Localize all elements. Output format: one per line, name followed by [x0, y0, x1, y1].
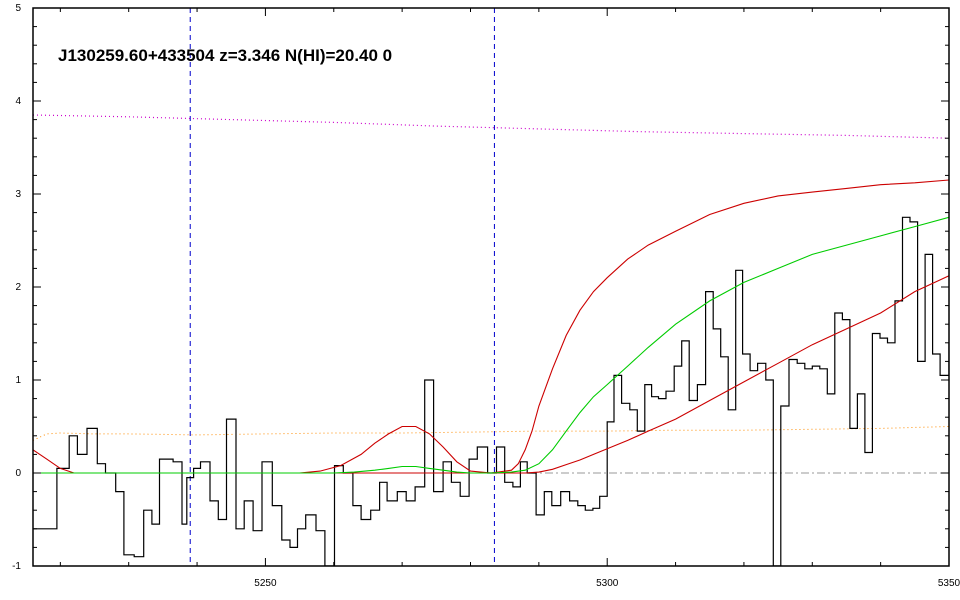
y-tick-label: 4	[15, 96, 21, 107]
y-tick-label: 3	[15, 189, 21, 200]
error-line	[33, 426, 949, 441]
flux-histogram	[33, 216, 949, 566]
continuum-line	[33, 114, 949, 139]
x-tick-label: 5250	[254, 578, 277, 589]
x-tick-label: 5300	[596, 578, 619, 589]
chart-title: J130259.60+433504 z=3.346 N(HI)=20.40 0	[58, 46, 392, 65]
model-lower-curve	[33, 275, 949, 474]
model-curve	[33, 216, 949, 474]
y-tick-label: 5	[15, 3, 21, 14]
axis-ticks: -1 0 1 2 3 4 5 5250 5300 5350	[12, 3, 960, 589]
x-tick-label: 5350	[938, 578, 960, 589]
plot-area	[33, 8, 949, 566]
y-tick-label: 0	[15, 468, 21, 479]
y-tick-label: 2	[15, 282, 21, 293]
plot-frame	[32, 7, 950, 567]
y-tick-label: -1	[12, 561, 21, 572]
y-tick-label: 1	[15, 375, 21, 386]
